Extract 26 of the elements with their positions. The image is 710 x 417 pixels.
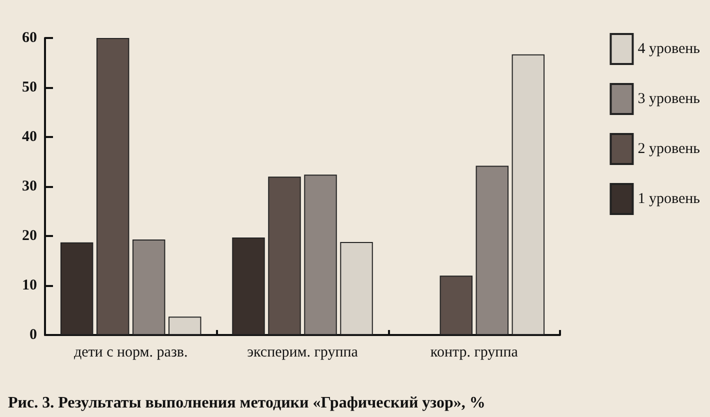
legend-label: 4 уровень	[638, 41, 700, 57]
y-tick-label: 0	[30, 327, 37, 343]
bar	[60, 242, 94, 335]
bar	[476, 166, 509, 335]
x-tick-label: эксперим. группа	[247, 344, 358, 360]
bar	[440, 276, 473, 335]
x-tick-label: контр. группа	[430, 344, 518, 360]
y-tick-label: 30	[22, 178, 37, 194]
y-tick-label: 50	[22, 80, 37, 96]
bar	[304, 174, 337, 335]
bar	[96, 38, 130, 335]
x-tick-label: дети с норм. разв.	[74, 344, 188, 360]
y-tick-label: 10	[22, 278, 37, 294]
bar	[168, 316, 202, 335]
text: Рис. 3. Результаты выполнения методики «Графический узор», %	[8, 394, 486, 412]
y-tick-label: 60	[22, 30, 37, 46]
bar	[512, 54, 545, 335]
bar	[232, 237, 265, 335]
bar	[340, 242, 373, 335]
legend-label: 2 уровень	[638, 141, 700, 157]
y-tick-label: 40	[22, 129, 37, 145]
legend-label: 3 уровень	[638, 91, 700, 107]
y-tick-label: 20	[22, 228, 37, 244]
legend-label: 1 уровень	[638, 191, 700, 207]
bar	[268, 176, 301, 335]
bar	[132, 239, 166, 335]
